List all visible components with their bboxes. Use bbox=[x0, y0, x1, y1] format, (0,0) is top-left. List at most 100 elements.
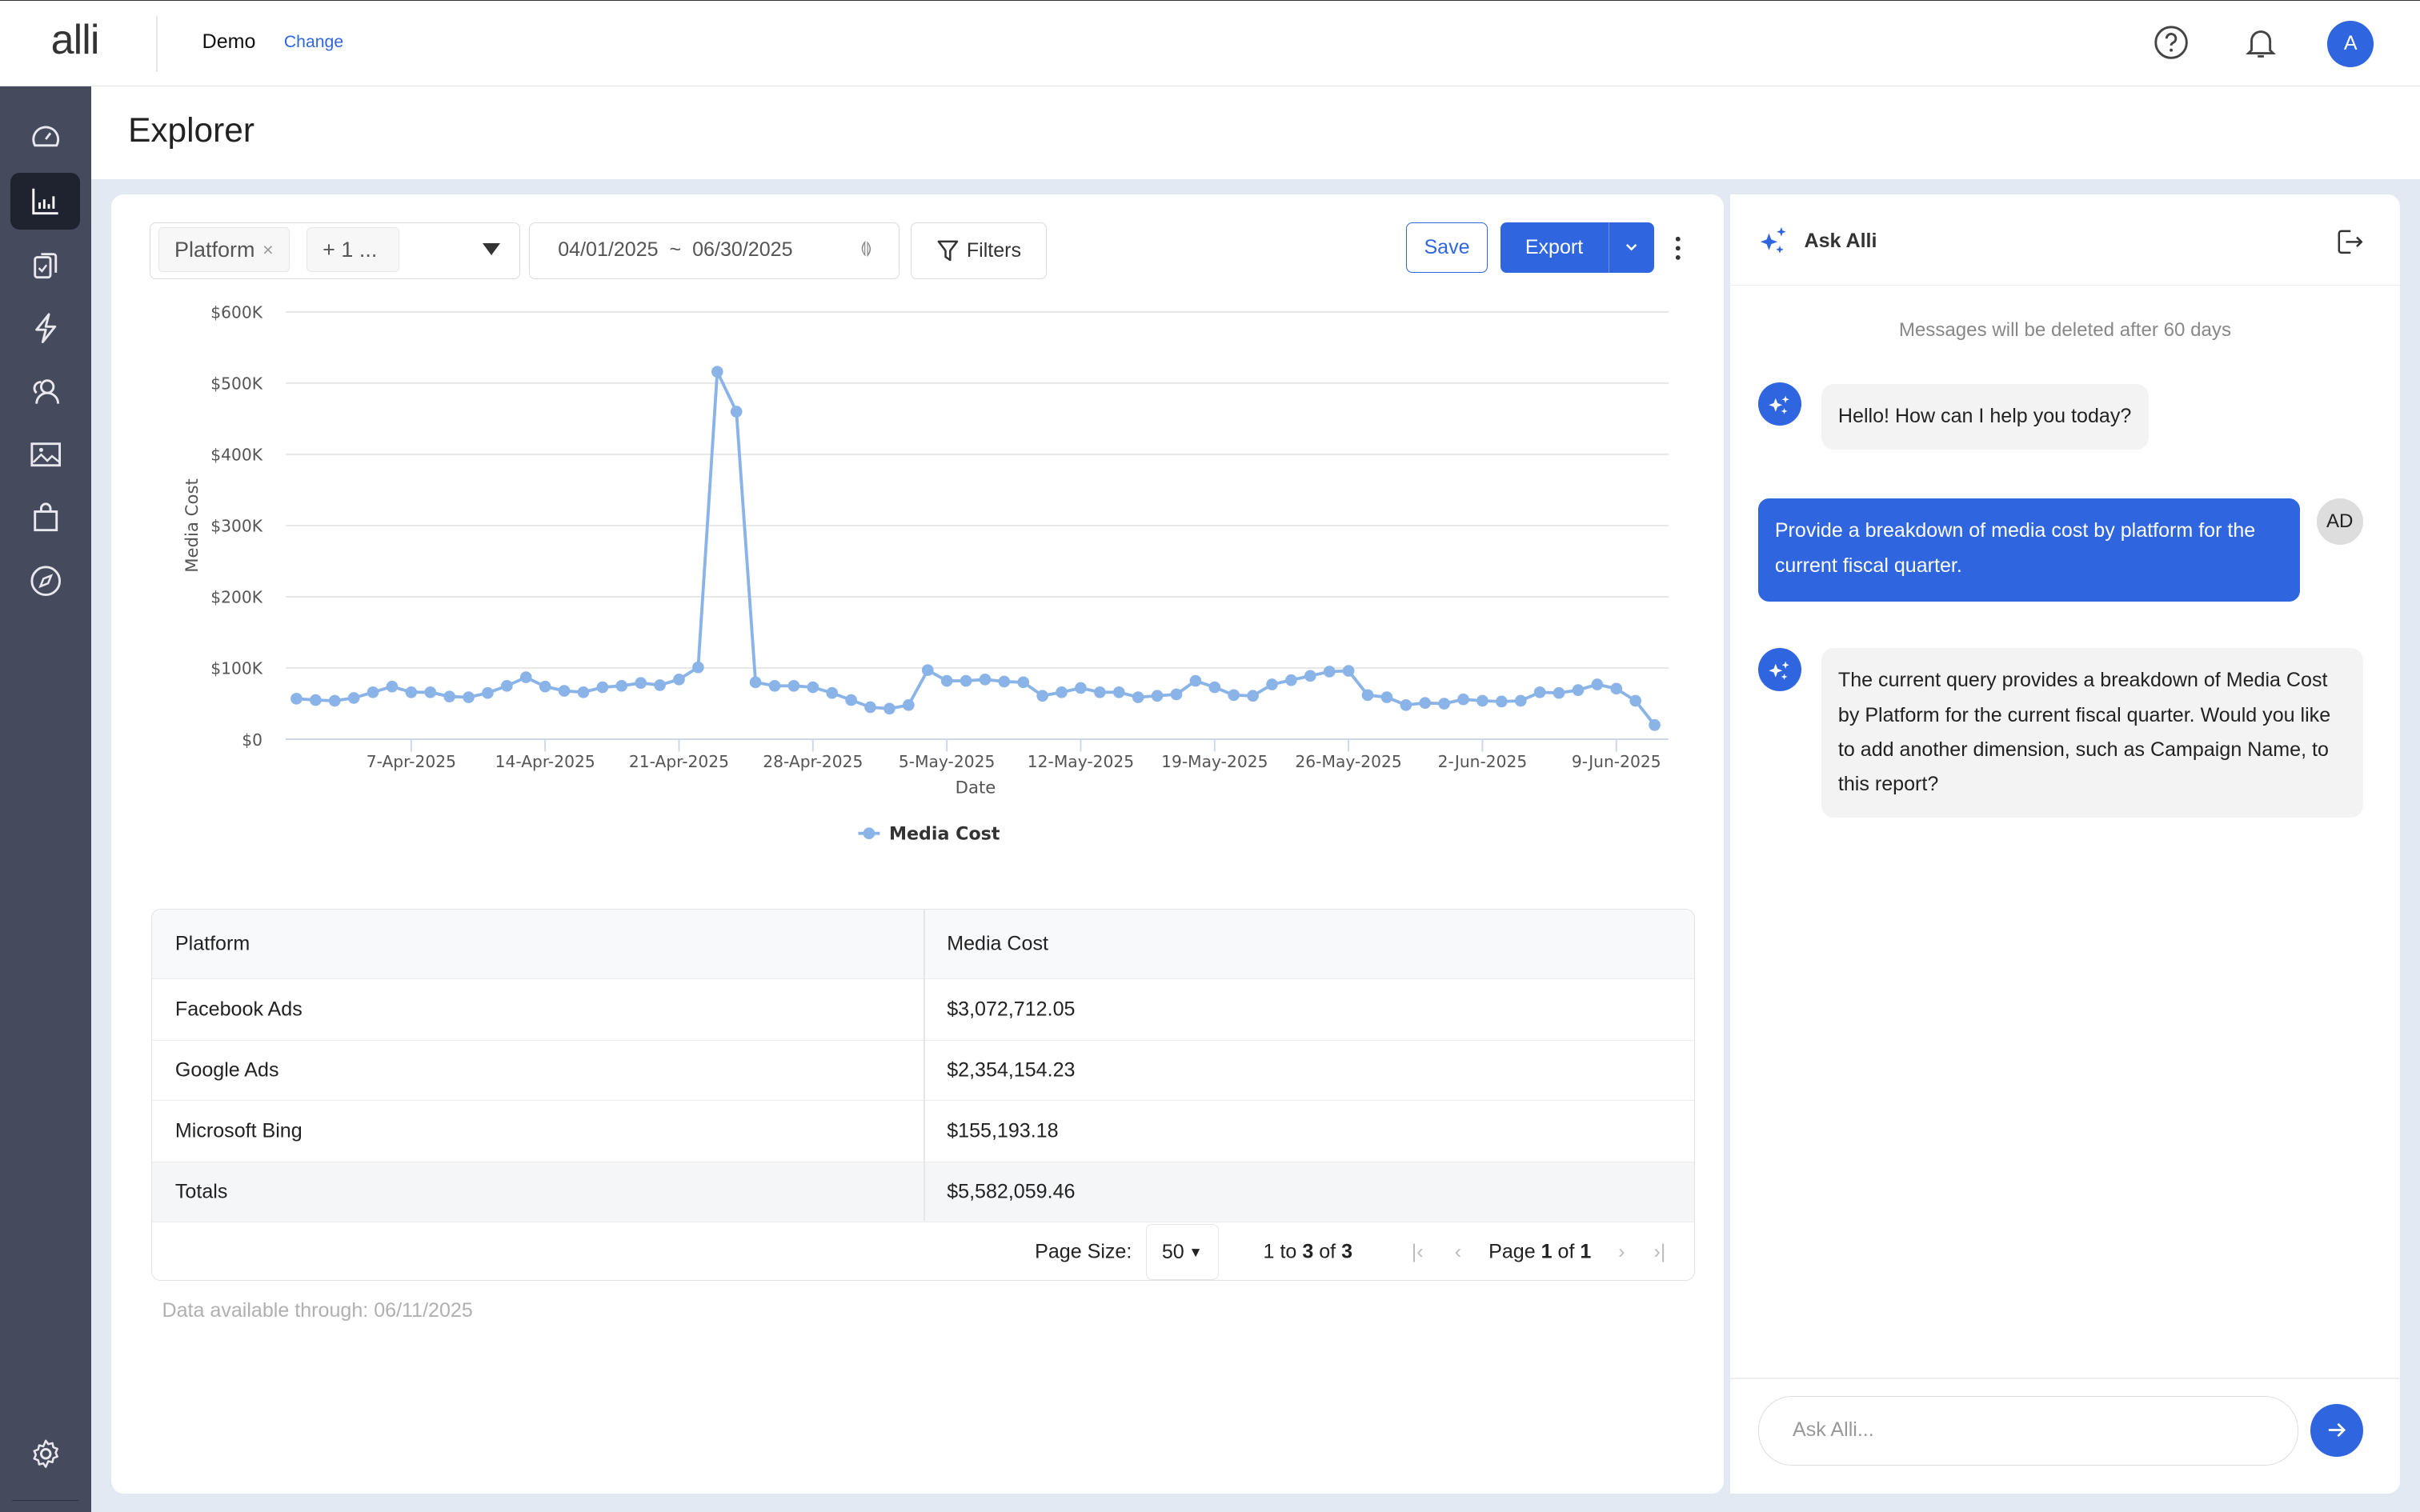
filters-label: Filters bbox=[966, 238, 1022, 262]
next-page-icon[interactable]: › bbox=[1618, 1240, 1625, 1263]
data-point bbox=[654, 678, 666, 691]
data-point bbox=[749, 676, 762, 688]
x-tick-label: 26-May-2025 bbox=[1295, 751, 1401, 770]
media-cost-cell: $3,072,712.05 bbox=[947, 998, 1076, 1021]
table-row: Microsoft Bing $155,193.18 bbox=[151, 1101, 1694, 1163]
sidebar-item-settings[interactable] bbox=[10, 1426, 80, 1482]
data-point bbox=[845, 694, 857, 706]
data-point bbox=[1017, 676, 1029, 688]
y-tick-label: $200K bbox=[210, 587, 262, 606]
save-button[interactable]: Save bbox=[1405, 222, 1488, 274]
y-axis-title: Media Cost bbox=[182, 478, 202, 573]
page-indicator: Page 1 of 1 bbox=[1488, 1240, 1592, 1263]
alli-logo[interactable]: alli bbox=[50, 17, 100, 64]
column-header-media-cost[interactable]: Media Cost bbox=[947, 932, 1048, 955]
shopping-bag-icon bbox=[33, 502, 58, 531]
send-button[interactable] bbox=[2310, 1403, 2363, 1457]
data-point bbox=[635, 677, 647, 689]
filters-button[interactable]: Filters bbox=[910, 222, 1047, 280]
prev-page-icon[interactable]: ‹ bbox=[1454, 1240, 1462, 1263]
column-header-platform[interactable]: Platform bbox=[174, 932, 250, 955]
data-point bbox=[1074, 682, 1087, 694]
y-tick-label: $600K bbox=[210, 302, 262, 322]
data-point bbox=[826, 686, 838, 699]
user-avatar[interactable]: A bbox=[2327, 21, 2374, 67]
data-point bbox=[328, 694, 341, 707]
data-point bbox=[290, 692, 302, 705]
close-panel-exit-icon[interactable] bbox=[2335, 228, 2363, 256]
column-divider bbox=[924, 909, 926, 1222]
sidebar-item-commerce[interactable] bbox=[10, 489, 80, 546]
table-row: Facebook Ads $3,072,712.05 bbox=[151, 979, 1694, 1041]
dimension-select[interactable]: Platform × + 1 ... bbox=[150, 222, 520, 280]
sidebar-item-creative[interactable] bbox=[10, 426, 80, 482]
lightning-icon bbox=[34, 312, 56, 343]
compass-icon bbox=[30, 566, 61, 596]
page-size-select[interactable]: 50 ▼ bbox=[1145, 1224, 1219, 1280]
remove-chip-icon[interactable]: × bbox=[262, 238, 274, 260]
y-tick-label: $400K bbox=[210, 445, 262, 464]
data-point bbox=[1036, 690, 1048, 702]
data-point bbox=[768, 679, 781, 692]
data-point bbox=[807, 681, 819, 694]
page-size-label: Page Size: bbox=[1035, 1240, 1132, 1263]
date-range-picker[interactable]: 04/01/2025 ~ 06/30/2025 ⟬⟭ bbox=[529, 222, 900, 280]
x-tick-label: 14-Apr-2025 bbox=[495, 751, 595, 770]
data-point bbox=[443, 690, 455, 702]
sidebar-item-tasks[interactable] bbox=[10, 236, 80, 293]
data-point bbox=[1476, 694, 1488, 707]
data-point bbox=[309, 694, 322, 706]
sidebar-item-dashboard[interactable] bbox=[10, 108, 80, 165]
x-axis-title: Date bbox=[955, 778, 996, 798]
data-table: Platform Media Cost Facebook Ads $3,072,7… bbox=[150, 908, 1695, 1281]
last-page-icon[interactable]: ›| bbox=[1653, 1240, 1666, 1263]
user-message: Provide a breakdown of media cost by pla… bbox=[1757, 498, 2300, 602]
first-page-icon[interactable]: |‹ bbox=[1411, 1240, 1424, 1263]
x-tick-label: 12-May-2025 bbox=[1028, 751, 1134, 770]
data-point bbox=[1247, 690, 1259, 702]
bell-icon[interactable] bbox=[2241, 22, 2281, 62]
sidebar-item-explorer[interactable] bbox=[10, 172, 81, 230]
caret-down-icon[interactable] bbox=[482, 242, 500, 255]
data-point bbox=[367, 686, 379, 698]
data-point bbox=[463, 690, 475, 703]
data-point bbox=[902, 698, 915, 711]
data-point bbox=[1093, 686, 1106, 698]
sidebar-item-audiences[interactable] bbox=[10, 362, 80, 419]
help-icon[interactable] bbox=[2151, 22, 2191, 62]
chevron-down-icon bbox=[1626, 243, 1637, 251]
data-point bbox=[1400, 698, 1412, 711]
export-button[interactable]: Export bbox=[1500, 222, 1609, 274]
data-point bbox=[960, 674, 972, 687]
sidebar-item-discover[interactable] bbox=[10, 552, 80, 609]
data-point bbox=[1572, 683, 1585, 696]
data-point bbox=[1533, 686, 1546, 698]
data-point bbox=[1151, 690, 1164, 702]
x-tick-label: 9-Jun-2025 bbox=[1572, 751, 1661, 770]
more-options-icon[interactable] bbox=[1673, 234, 1683, 262]
sparkle-icon bbox=[1769, 395, 1789, 414]
data-point bbox=[730, 405, 743, 418]
row-range: 1 to 3 of 3 bbox=[1263, 1240, 1353, 1263]
legend-label: Media Cost bbox=[889, 823, 1000, 844]
data-point bbox=[519, 670, 532, 683]
sidebar-divider bbox=[12, 1499, 79, 1502]
data-point bbox=[711, 366, 723, 378]
explorer-card: Platform × + 1 ... 04/01/2025 ~ 06/30/202… bbox=[110, 194, 1725, 1494]
gear-icon bbox=[33, 1439, 58, 1469]
pagination-bar: Page Size: 50 ▼ 1 to 3 of 3 |‹ ‹ Page 1 o… bbox=[152, 1222, 1694, 1280]
data-point bbox=[1553, 686, 1565, 699]
export-dropdown-button[interactable] bbox=[1608, 222, 1655, 274]
bot-message: The current query provides a breakdown o… bbox=[1821, 647, 2363, 818]
data-point bbox=[1304, 670, 1316, 682]
sidebar-item-automation[interactable] bbox=[10, 299, 80, 356]
totals-row: Totals $5,582,059.46 bbox=[151, 1162, 1694, 1223]
x-tick-label: 28-Apr-2025 bbox=[763, 751, 863, 770]
sparkle-icon bbox=[1769, 661, 1789, 680]
data-point bbox=[1056, 686, 1068, 698]
more-dimensions-chip[interactable]: + 1 ... bbox=[306, 227, 399, 273]
data-point bbox=[577, 686, 590, 698]
change-account-link[interactable]: Change bbox=[283, 33, 344, 52]
dimension-chip[interactable]: Platform × bbox=[158, 227, 290, 273]
chat-input[interactable]: Ask Alli... bbox=[1757, 1396, 2298, 1466]
